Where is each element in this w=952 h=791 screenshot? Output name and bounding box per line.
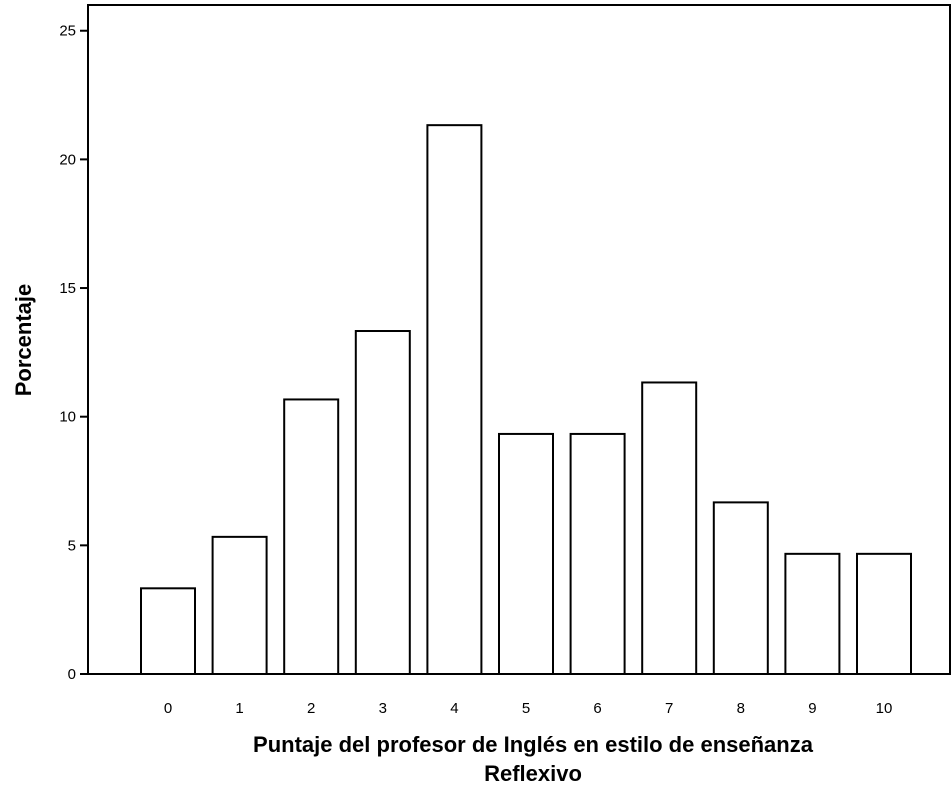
x-tick-label: 9: [808, 700, 816, 717]
x-tick-label: 7: [665, 700, 673, 717]
y-tick-label: 10: [59, 409, 76, 426]
bar-0: [140, 587, 196, 675]
bar-8: [712, 501, 769, 675]
x-tick-label: 8: [737, 700, 745, 717]
y-axis-title: Porcentaje: [11, 284, 36, 397]
y-tick-label: 20: [59, 151, 76, 168]
bar-3: [354, 330, 411, 675]
x-tick-label: 4: [450, 700, 458, 717]
x-tick-label: 5: [522, 700, 530, 717]
bar-2: [283, 398, 340, 675]
bar-5: [498, 432, 554, 675]
x-tick-label: 6: [593, 700, 601, 717]
x-tick-label: 0: [164, 700, 172, 717]
y-tick-label: 0: [68, 666, 76, 683]
bar-9: [784, 552, 841, 675]
bar-10: [856, 552, 912, 675]
bar-4: [426, 124, 483, 675]
bar-1: [211, 535, 268, 675]
bar-7: [641, 381, 698, 675]
x-tick-label: 2: [307, 700, 315, 717]
x-tick-label: 3: [379, 700, 387, 717]
y-tick-label: 5: [68, 537, 76, 554]
x-axis-title-line-1: Puntaje del profesor de Inglés en estilo…: [253, 732, 814, 757]
bars-group: [140, 124, 912, 675]
y-tick-label: 15: [59, 280, 76, 297]
y-axis: 0 5 10 15 20 25: [59, 23, 88, 683]
bar-6: [569, 432, 626, 675]
x-tick-label: 10: [876, 700, 893, 717]
x-axis-title-line-2: Reflexivo: [484, 761, 582, 786]
y-tick-label: 25: [59, 23, 76, 40]
x-tick-label: 1: [235, 700, 243, 717]
x-axis: 0 1 2 3 4 5 6 7 8 9 10: [164, 700, 893, 717]
